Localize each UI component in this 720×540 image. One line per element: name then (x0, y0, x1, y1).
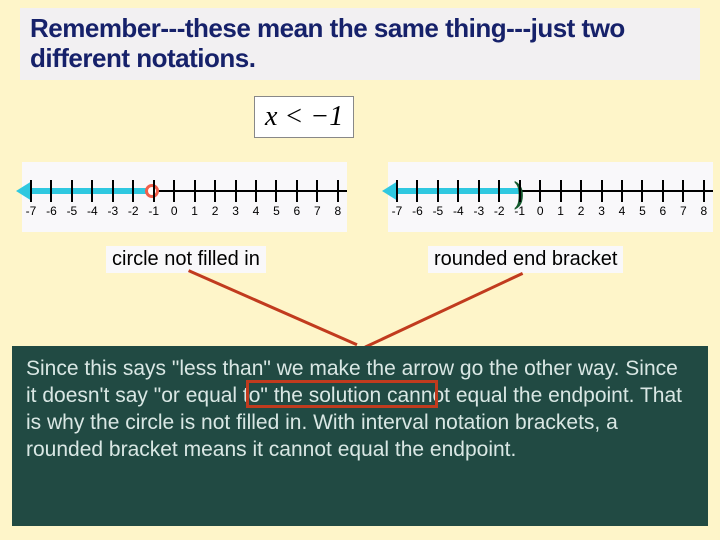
tick (194, 180, 196, 202)
slide: Remember---these mean the same thing---j… (0, 0, 720, 540)
tick (30, 180, 32, 202)
tick (416, 180, 418, 202)
tick-labels: -7-6-5-4-3-2-1012345678 (22, 204, 347, 218)
tick-label: 7 (674, 204, 692, 218)
tick-label: 4 (613, 204, 631, 218)
tick (498, 180, 500, 202)
explanation-text: Since this says "less than" we make the … (26, 357, 682, 461)
tick (71, 180, 73, 202)
tick (560, 180, 562, 202)
tick (703, 180, 705, 202)
tick (641, 180, 643, 202)
tick-label: 0 (165, 204, 183, 218)
tick-label: 8 (695, 204, 713, 218)
tick (132, 180, 134, 202)
tick-label: -7 (388, 204, 406, 218)
tick (396, 180, 398, 202)
tick-label: -2 (124, 204, 142, 218)
tick (539, 180, 541, 202)
tick-label: -1 (145, 204, 163, 218)
tick (478, 180, 480, 202)
tick-label: 3 (227, 204, 245, 218)
tick (519, 180, 521, 202)
tick (437, 180, 439, 202)
tick-label: -6 (408, 204, 426, 218)
tick (153, 180, 155, 202)
tick-label: -5 (429, 204, 447, 218)
tick (316, 180, 318, 202)
title: Remember---these mean the same thing---j… (20, 8, 700, 80)
tick (662, 180, 664, 202)
tick-label: -7 (22, 204, 40, 218)
tick-label: -6 (42, 204, 60, 218)
tick (337, 180, 339, 202)
tick (50, 180, 52, 202)
tick (91, 180, 93, 202)
caption-right: rounded end bracket (428, 246, 623, 273)
explanation-box: Since this says "less than" we make the … (12, 346, 708, 526)
callout-line-right (364, 272, 523, 349)
callout-line-left (188, 269, 357, 346)
tick-label: 8 (329, 204, 347, 218)
tick (173, 180, 175, 202)
tick-label: 7 (308, 204, 326, 218)
tick-label: 2 (206, 204, 224, 218)
caption-left: circle not filled in (106, 246, 266, 273)
tick (214, 180, 216, 202)
tick (275, 180, 277, 202)
tick-label: 5 (267, 204, 285, 218)
tick (235, 180, 237, 202)
tick-label: 4 (247, 204, 265, 218)
number-line-left: -7-6-5-4-3-2-1012345678 (22, 162, 347, 232)
tick-label: 1 (552, 204, 570, 218)
tick-label: 1 (186, 204, 204, 218)
tick-label: -5 (63, 204, 81, 218)
tick-marks (396, 180, 705, 202)
tick-label: -3 (104, 204, 122, 218)
inequality-expression: x < −1 (254, 96, 354, 138)
tick (112, 180, 114, 202)
number-line-right: ) -7-6-5-4-3-2-1012345678 (388, 162, 713, 232)
tick-label: 2 (572, 204, 590, 218)
tick (621, 180, 623, 202)
tick-label: -4 (449, 204, 467, 218)
tick (296, 180, 298, 202)
tick (601, 180, 603, 202)
tick-label: 0 (531, 204, 549, 218)
tick-label: -3 (470, 204, 488, 218)
tick-label: -2 (490, 204, 508, 218)
tick-label: 3 (593, 204, 611, 218)
tick (457, 180, 459, 202)
tick (682, 180, 684, 202)
tick (255, 180, 257, 202)
tick-label: 6 (288, 204, 306, 218)
tick-label: -1 (511, 204, 529, 218)
tick-labels: -7-6-5-4-3-2-1012345678 (388, 204, 713, 218)
tick (580, 180, 582, 202)
tick-label: 5 (633, 204, 651, 218)
tick-marks (30, 180, 339, 202)
tick-label: 6 (654, 204, 672, 218)
tick-label: -4 (83, 204, 101, 218)
